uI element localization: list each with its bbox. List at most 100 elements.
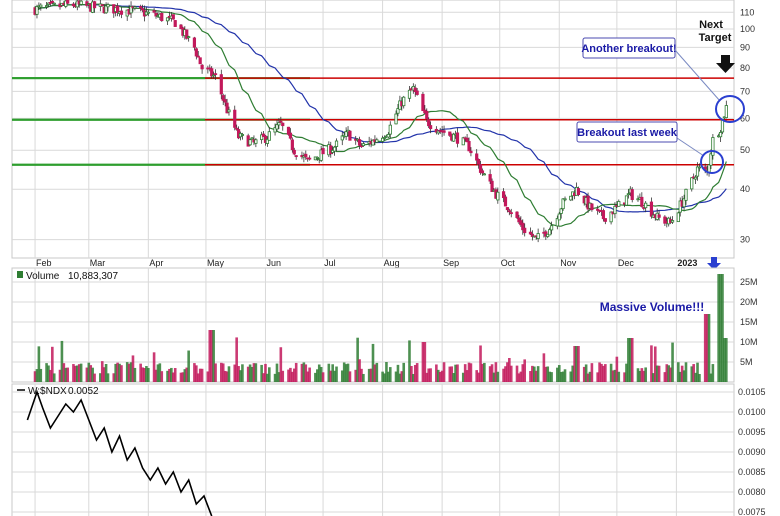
volume-bar (104, 363, 108, 382)
volume-bar (187, 350, 190, 382)
candle-body (212, 74, 216, 77)
volume-bar (690, 366, 694, 382)
volume-bar (711, 364, 715, 382)
volume-bar (571, 365, 575, 382)
price-tick-label: 110 (740, 7, 754, 17)
candle-body (549, 225, 554, 231)
volume-bar (638, 370, 642, 382)
candle-body (559, 208, 563, 214)
volume-bar (367, 368, 371, 382)
price-tick-label: 70 (740, 86, 750, 96)
price-tick-label: 30 (740, 235, 750, 245)
candle-body (477, 158, 481, 165)
volume-bar (264, 363, 267, 382)
volume-tick-label: 15M (740, 317, 758, 327)
candle-body (530, 233, 534, 237)
price-tick-label: 100 (740, 24, 755, 34)
candle-body (165, 17, 170, 22)
volume-bar (582, 366, 586, 382)
candle-body (44, 5, 49, 8)
volume-bar (206, 371, 210, 382)
volume-bar (496, 371, 500, 382)
volume-bar (129, 362, 133, 382)
volume-bar (239, 370, 242, 382)
volume-legend-swatch (17, 271, 23, 278)
volume-tick-label: 5M (740, 357, 753, 367)
volume-bar (260, 364, 263, 382)
candle-body (279, 120, 283, 123)
volume-bar (373, 364, 377, 382)
candle-body (475, 153, 479, 161)
volume-bar (617, 371, 621, 382)
x-axis: Feb Mar Apr May Jun Jul Aug Sep Oct Nov Dec 2023 (36, 258, 697, 268)
candle-body (640, 196, 644, 207)
volume-bar (588, 371, 592, 382)
candle-body (596, 208, 600, 211)
candle-body (66, 0, 70, 4)
candle-body (139, 6, 143, 9)
volume-bar (235, 337, 238, 382)
volume-bar (342, 362, 346, 382)
candle-body (235, 127, 239, 130)
volume-bar (508, 358, 511, 382)
volume-bar (385, 362, 388, 382)
candle-body (442, 130, 446, 133)
candle-body (663, 216, 667, 224)
ndx-tick-label: 0.0100 (738, 407, 766, 417)
target-label: Target (699, 32, 732, 44)
candle-body (429, 125, 433, 130)
volume-bar (246, 366, 250, 382)
volume-bar (316, 369, 319, 382)
volume-bar (181, 372, 185, 382)
x-tick-label: 2023 (677, 258, 697, 268)
volume-bar (586, 373, 590, 382)
candle-body (221, 95, 225, 101)
candle-body (707, 164, 711, 173)
volume-bar (415, 363, 419, 382)
volume-bar (127, 363, 131, 382)
volume-bar (141, 367, 144, 382)
candle-body (116, 5, 120, 13)
volume-bar (306, 371, 310, 382)
volume-bar (725, 338, 728, 382)
candle-body (265, 138, 269, 144)
volume-bar (442, 362, 446, 382)
candle-body (223, 99, 227, 103)
volume-bar (223, 370, 227, 382)
volume-bar (383, 373, 386, 382)
volume-value: 10,883,307 (68, 271, 118, 282)
volume-bar (448, 366, 452, 382)
candle-body (375, 139, 379, 143)
volume-bar (356, 337, 359, 382)
volume-bar (225, 371, 229, 382)
another-breakout-box (582, 37, 676, 59)
x-tick-label: Jun (266, 258, 281, 268)
candle-body (133, 6, 137, 9)
volume-bar (477, 372, 480, 382)
volume-bar (91, 367, 94, 382)
volume-bar (467, 362, 471, 382)
candle-body (39, 4, 43, 8)
candle-body (455, 132, 460, 144)
volume-bar (559, 371, 563, 382)
ndx-tick-label: 0.0105 (738, 387, 766, 397)
volume-bar (241, 364, 244, 382)
candle-body (304, 153, 308, 158)
ndx-tick-label: 0.0075 (738, 507, 766, 516)
candle-body (536, 233, 540, 239)
volume-bar (644, 367, 647, 382)
volume-tick-label: 25M (740, 277, 758, 287)
candle-body (624, 195, 629, 206)
volume-bar (210, 330, 214, 382)
candle-body (152, 10, 156, 13)
candle-body (523, 227, 527, 234)
volume-bar (64, 367, 68, 382)
candle-body (248, 139, 252, 146)
volume-bar (335, 366, 338, 382)
candle-body (563, 198, 567, 201)
volume-bar (517, 373, 521, 382)
x-tick-label: Sep (443, 258, 459, 268)
candle-body (361, 143, 365, 147)
volume-bar (319, 366, 323, 382)
volume-bar (214, 363, 217, 382)
